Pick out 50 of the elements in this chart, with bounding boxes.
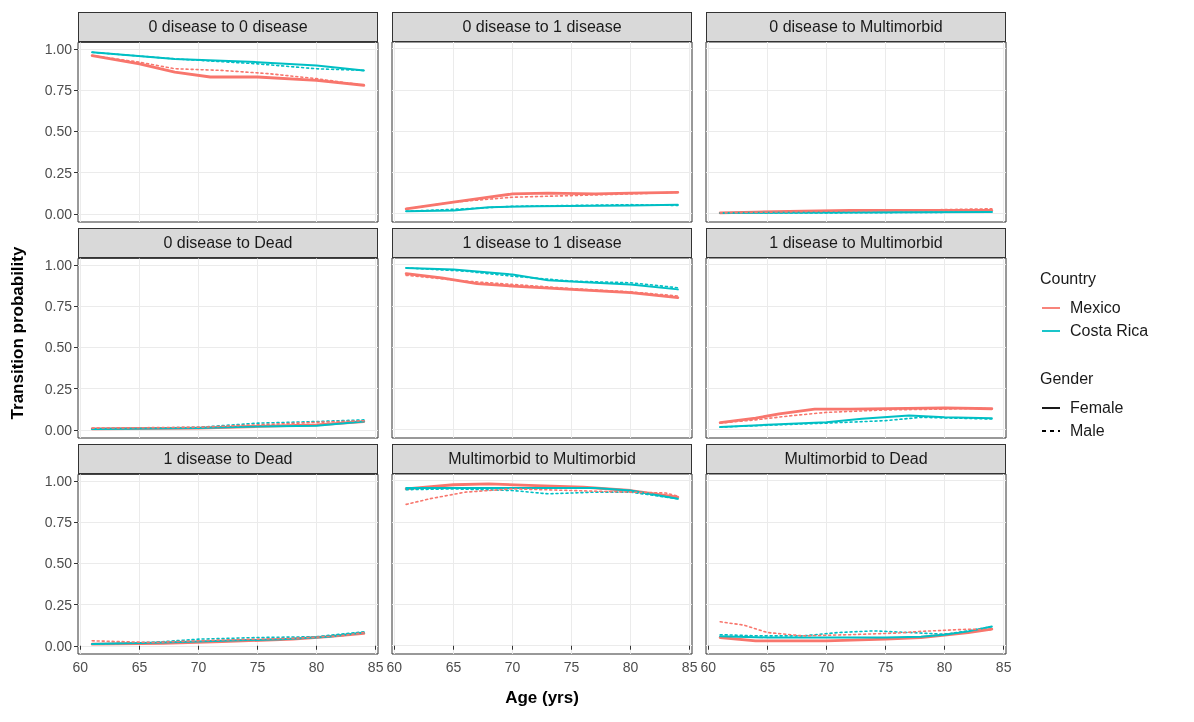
y-tick-label: 0.50 — [44, 555, 73, 572]
x-tick-label: 60 — [700, 659, 717, 675]
x-tick-label: 80 — [936, 659, 953, 675]
x-tick-label: 70 — [818, 659, 835, 675]
y-tick-label: 0.50 — [44, 123, 73, 140]
chart-title: 0 disease to 0 disease — [78, 12, 378, 42]
x-tick-label: 70 — [504, 659, 521, 675]
y-tick-label: 0.75 — [44, 298, 73, 315]
y-tick-label: 0.00 — [44, 637, 73, 654]
legend-title: Country — [1040, 270, 1098, 288]
chart-title: Multimorbid to Dead — [706, 444, 1006, 474]
y-tick-label: 1.00 — [44, 473, 73, 489]
chart-title: 1 disease to Multimorbid — [706, 228, 1006, 258]
x-tick-label: 85 — [367, 659, 384, 675]
chart-title: 0 disease to 1 disease — [392, 12, 692, 42]
x-tick-label: 60 — [72, 659, 89, 675]
legend-label: Mexico — [1070, 298, 1121, 317]
x-tick-label: 60 — [386, 659, 403, 675]
legend-label: Female — [1070, 398, 1124, 417]
x-tick-label: 65 — [445, 659, 462, 675]
chart-title: 0 disease to Dead — [78, 228, 378, 258]
y-axis-title: Transition probability — [8, 246, 28, 420]
chart-title: Multimorbid to Multimorbid — [392, 444, 692, 474]
legend-label: Male — [1070, 421, 1105, 440]
y-tick-label: 1.00 — [44, 257, 73, 273]
x-tick-label: 80 — [622, 659, 639, 675]
y-tick-label: 0.25 — [44, 164, 73, 181]
y-tick-label: 1.00 — [44, 41, 73, 57]
x-tick-label: 85 — [681, 659, 698, 675]
x-tick-label: 65 — [131, 659, 148, 675]
y-tick-label: 0.75 — [44, 514, 73, 531]
x-tick-label: 75 — [563, 659, 580, 675]
legend-label: Costa Rica — [1070, 321, 1149, 340]
chart-title: 1 disease to Dead — [78, 444, 378, 474]
chart-title: 0 disease to Multimorbid — [706, 12, 1006, 42]
y-tick-label: 0.75 — [44, 82, 73, 99]
x-tick-label: 65 — [759, 659, 776, 675]
chart-title: 1 disease to 1 disease — [392, 228, 692, 258]
x-tick-label: 80 — [308, 659, 325, 675]
legend-title: Gender — [1040, 370, 1095, 388]
x-tick-label: 75 — [877, 659, 894, 675]
y-tick-label: 0.00 — [44, 421, 73, 438]
y-tick-label: 0.00 — [44, 205, 73, 222]
y-tick-label: 0.50 — [44, 339, 73, 356]
x-tick-label: 70 — [190, 659, 207, 675]
y-tick-label: 0.25 — [44, 380, 73, 397]
x-tick-label: 75 — [249, 659, 266, 675]
x-tick-label: 85 — [995, 659, 1012, 675]
y-tick-label: 0.25 — [44, 596, 73, 613]
x-axis-title: Age (yrs) — [504, 688, 580, 708]
